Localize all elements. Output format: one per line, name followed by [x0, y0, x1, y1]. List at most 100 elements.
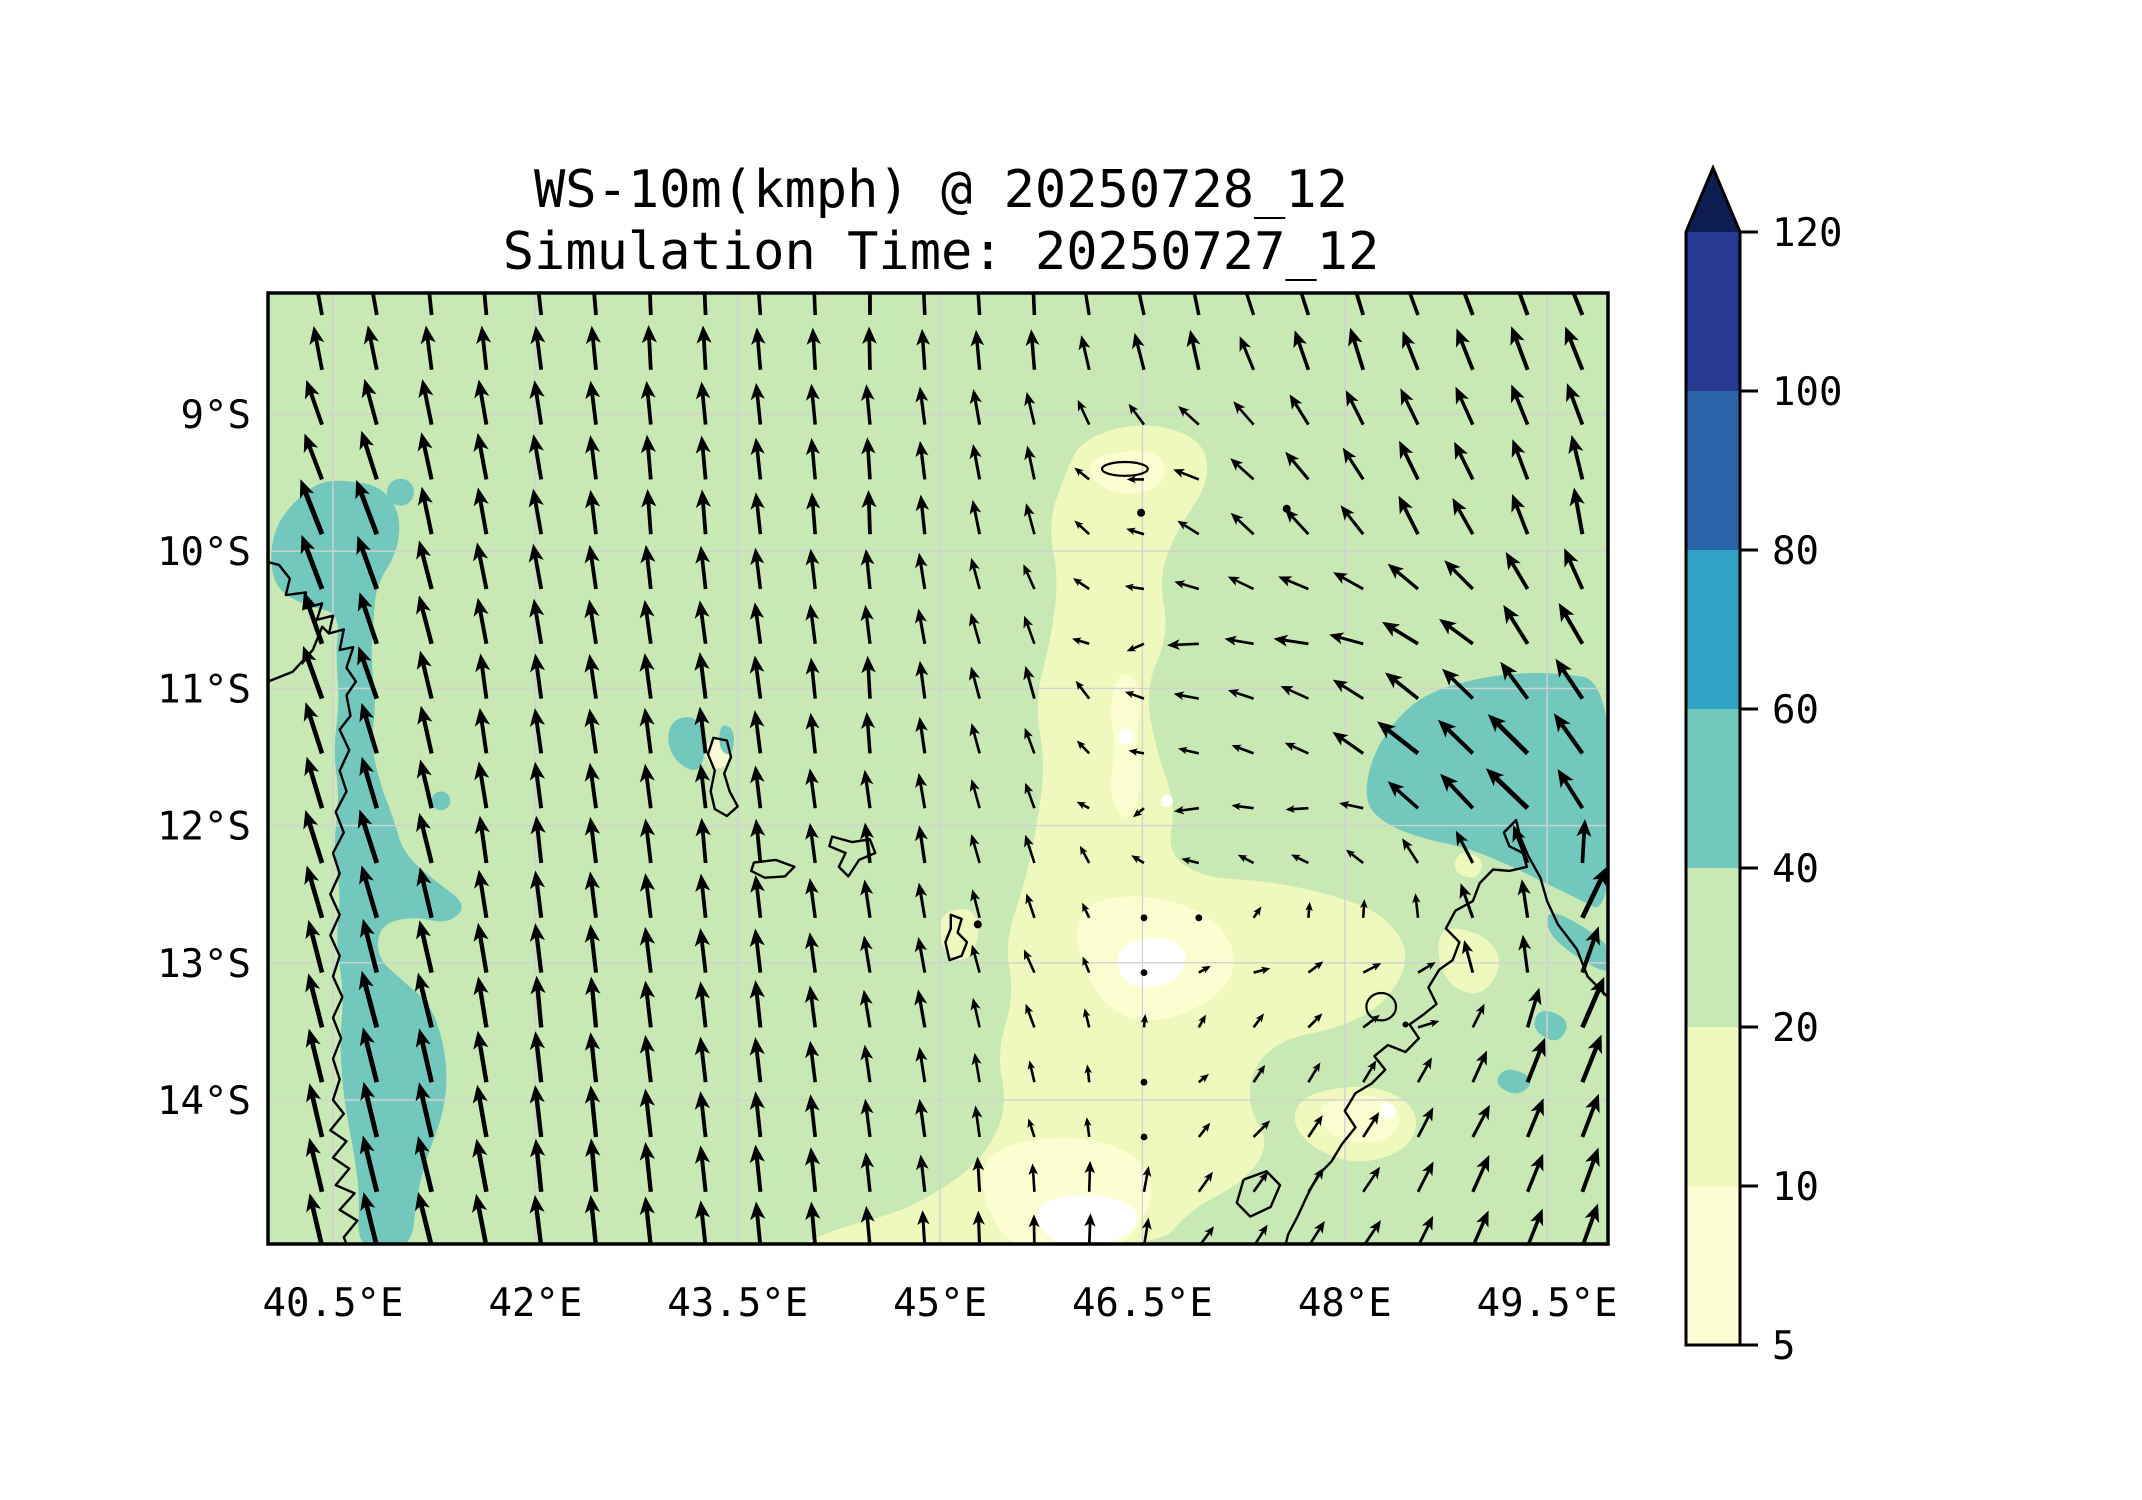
quiver-arrow-head: [356, 535, 371, 556]
quiver-arrow-shaft: [1345, 512, 1365, 536]
quiver-arrow-shaft: [1449, 675, 1475, 700]
quiver-arrow-shaft: [700, 885, 708, 919]
colorbar: 5 10 20 40 60 80 100 120: [1684, 164, 1842, 1369]
quiver-arrow-shaft: [479, 720, 489, 754]
contour-region-teal-east-strip-40-60: [1547, 913, 1608, 971]
quiver-arrow-shaft: [535, 337, 544, 371]
quiver-arrow-head: [1402, 838, 1413, 851]
quiver-arrow-shaft: [1345, 803, 1364, 810]
colorbar-tick-label-60: 60: [1772, 688, 1819, 733]
quiver-arrow-shaft: [921, 293, 927, 316]
quiver-arrow-shaft: [1559, 722, 1585, 755]
quiver-arrow-shaft: [1574, 499, 1585, 535]
quiver-arrow-shaft: [1347, 455, 1365, 481]
quiver-arrow-head: [1312, 1062, 1321, 1073]
quiver-arrow-shaft: [810, 1159, 818, 1192]
quiver-arrow-shaft: [921, 1220, 927, 1244]
quiver-arrow-shaft: [865, 723, 872, 754]
quiver-arrow-head: [860, 549, 875, 566]
quiver-arrow-head: [1332, 731, 1349, 746]
contour-dot-teal-dot-2: [431, 791, 451, 811]
quiver-arrow-shaft: [1525, 1048, 1543, 1083]
quiver-arrow-head: [639, 926, 655, 946]
quiver-arrow-head: [1569, 487, 1585, 507]
quiver-arrow-shaft: [975, 1114, 981, 1138]
quiver-arrow-head: [639, 707, 655, 727]
colorbar-segment-1: [1686, 1027, 1740, 1186]
quiver-arrow-shaft: [590, 501, 598, 535]
quiver-arrow-shaft: [919, 1056, 927, 1083]
quiver-arrow-shaft: [1451, 567, 1475, 591]
quiver-arrow-head: [1584, 1203, 1600, 1224]
quiver-arrow-head: [1566, 383, 1581, 403]
x-tick-label-45°E: 45°E: [893, 1281, 987, 1326]
quiver-arrow-head: [1260, 966, 1271, 975]
quiver-arrow-head: [1518, 934, 1532, 951]
quiver-arrow-head: [805, 932, 819, 950]
quiver-arrow-shaft: [1307, 1173, 1321, 1193]
quiver-arrow-shaft: [973, 398, 982, 425]
coastline-madagascar-coast: [1284, 818, 1608, 1244]
quiver-arrow-shaft: [1175, 642, 1199, 647]
quiver-arrow-head: [1402, 293, 1403, 294]
quiver-arrow-head: [1186, 329, 1201, 348]
quiver-arrow-shaft: [809, 1052, 817, 1083]
quiver-arrow-shaft: [810, 449, 817, 480]
quiver-arrow-shaft: [1252, 1069, 1263, 1083]
quiver-arrow-head: [477, 271, 492, 289]
quiver-arrow-head: [1173, 469, 1186, 478]
quiver-arrow-head: [530, 653, 546, 673]
quiver-arrow-shaft: [590, 392, 598, 425]
quiver-arrow-head: [1024, 445, 1036, 461]
quiver-layer: [299, 271, 1607, 1244]
quiver-arrow-head: [1452, 498, 1467, 516]
quiver-arrow-head: [750, 602, 765, 620]
quiver-arrow-head: [694, 1145, 711, 1164]
x-tick-label-42°E: 42°E: [488, 1281, 582, 1326]
quiver-arrow-shaft: [1235, 463, 1255, 481]
quiver-arrow-head: [639, 873, 656, 892]
quiver-arrow-shaft: [919, 396, 927, 425]
quiver-arrow-head: [695, 545, 711, 564]
quiver-arrow-shaft: [309, 1040, 325, 1083]
quiver-arrow-head: [971, 1052, 982, 1066]
chart-subtitle: Simulation Time: 20250727_12: [503, 222, 1380, 282]
quiver-arrow-shaft: [921, 340, 927, 370]
quiver-arrow-head: [474, 761, 490, 781]
quiver-arrow-head: [970, 944, 980, 958]
colorbar-segment-4: [1686, 550, 1740, 709]
quiver-arrow-shaft: [309, 984, 325, 1028]
quiver-arrow-shaft: [303, 545, 325, 590]
quiver-arrow-shaft: [1362, 964, 1377, 974]
colorbar-segment-0: [1686, 1186, 1740, 1345]
quiver-arrow-head: [473, 1030, 489, 1050]
quiver-arrow-head: [359, 1135, 375, 1155]
quiver-arrow-head: [310, 271, 325, 290]
quiver-arrow-shaft: [425, 337, 434, 371]
quiver-arrow-head: [915, 440, 929, 458]
quiver-arrow-shaft: [1253, 968, 1265, 974]
quiver-arrow-shaft: [364, 1093, 380, 1138]
quiver-arrow-head: [750, 765, 765, 784]
quiver-arrow-head: [1517, 879, 1531, 896]
quiver-arrow-head: [302, 591, 317, 612]
quiver-arrow-head: [302, 645, 317, 666]
quiver-arrow-shaft: [1180, 582, 1200, 591]
quiver-arrow-shaft: [1198, 967, 1206, 974]
quiver-arrow-head: [915, 494, 930, 512]
quiver-arrow-shaft: [809, 888, 817, 919]
quiver-arrow-head: [1500, 661, 1518, 681]
quiver-arrow-head: [585, 976, 601, 996]
quiver-arrow-head: [365, 271, 380, 290]
x-axis-labels: 40.5°E 42°E 43.5°E 45°E 46.5°E 48°E 49.5°E: [263, 1281, 1618, 1326]
quiver-arrow-head: [639, 980, 655, 1000]
quiver-arrow-head: [529, 598, 545, 618]
quiver-arrow-shaft: [1026, 1010, 1036, 1028]
quiver-arrow-shaft: [755, 1213, 763, 1244]
quiver-arrow-shaft: [1471, 1009, 1483, 1028]
quiver-arrow-head: [1475, 1050, 1487, 1066]
quiver-arrow-head: [1024, 834, 1034, 848]
quiver-arrow-shaft: [1361, 905, 1366, 918]
quiver-arrow-shaft: [864, 1109, 872, 1138]
quiver-arrow-shaft: [1522, 945, 1530, 973]
